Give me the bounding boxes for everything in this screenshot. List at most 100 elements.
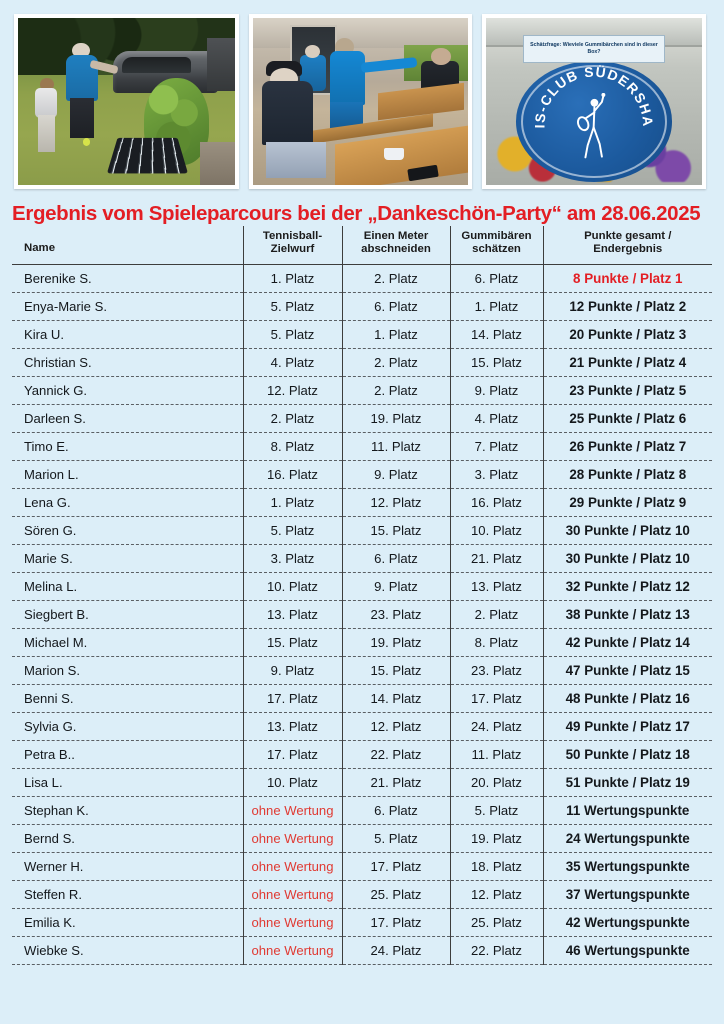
cell-gummibaeren-schaetzen: 6. Platz [449,264,543,294]
cell-gummibaeren-schaetzen: 25. Platz [449,908,543,938]
cell-gummibaeren-schaetzen: 20. Platz [449,768,543,798]
column-header-tennisball-zielwurf: Tennisball- Zielwurf [242,225,342,266]
cell-name: Christian S. [12,348,243,378]
cell-gummibaeren-schaetzen: 19. Platz [449,824,543,854]
cell-einen-meter-abschneiden: 9. Platz [341,572,450,602]
cell-name: Timo E. [12,432,243,462]
column-header-gummi-line1: Gummibären [461,229,532,242]
cell-tennisball-zielwurf: ohne Wertung [242,908,342,938]
cell-name: Lena G. [12,488,243,518]
column-header-total-line1: Punkte gesamt / [584,229,672,242]
cell-name: Darleen S. [12,404,243,434]
logo-text-ring: TENNIS-CLUB SÜDERSHAUSEN [516,61,672,181]
table-row: Kira U. 5. Platz 1. Platz 14. Platz 20 Punkt… [12,320,712,350]
cell-punkte-gesamt: 42 Punkte / Platz 14 [542,628,712,658]
cell-punkte-gesamt: 26 Punkte / Platz 7 [542,432,712,462]
cell-einen-meter-abschneiden: 15. Platz [341,656,450,686]
cell-gummibaeren-schaetzen: 16. Platz [449,488,543,518]
paving-path-shape [200,141,235,185]
estimation-question-sign: Schätzfrage: Wieviele Gummibärchen sind … [522,34,666,64]
table-row: Lena G. 1. Platz 12. Platz 16. Platz 29 Punk… [12,488,712,518]
photo-gummibaeren-box: TENNIS-CLUB SÜDERSHAUSEN [486,18,702,185]
man-legs-shape [70,98,94,139]
tennis-player-silhouette-icon [575,92,612,160]
column-header-gummi-line2: schätzen [472,243,521,256]
cell-punkte-gesamt: 35 Wertungspunkte [542,852,712,882]
cell-punkte-gesamt: 48 Punkte / Platz 16 [542,684,712,714]
cell-punkte-gesamt: 46 Wertungspunkte [542,936,712,966]
cell-tennisball-zielwurf: 8. Platz [242,432,342,462]
column-header-meter-line2: abschneiden [361,243,431,256]
column-header-name: Name [12,225,243,266]
cell-tennisball-zielwurf: 16. Platz [242,460,342,490]
cell-einen-meter-abschneiden: 2. Platz [341,348,450,378]
cell-einen-meter-abschneiden: 14. Platz [341,684,450,714]
cell-punkte-gesamt: 21 Punkte / Platz 4 [542,348,712,378]
logo-ring-shape [520,65,668,179]
cell-gummibaeren-schaetzen: 7. Platz [449,432,543,462]
cell-gummibaeren-schaetzen: 2. Platz [449,600,543,630]
cell-einen-meter-abschneiden: 19. Platz [341,628,450,658]
cell-tennisball-zielwurf: 4. Platz [242,348,342,378]
cell-einen-meter-abschneiden: 11. Platz [341,432,450,462]
club-logo: TENNIS-CLUB SÜDERSHAUSEN [516,61,672,182]
column-header-meter-line1: Einen Meter [363,229,429,242]
cell-tennisball-zielwurf: ohne Wertung [242,936,342,966]
cell-gummibaeren-schaetzen: 13. Platz [449,572,543,602]
cell-tennisball-zielwurf: 5. Platz [242,292,342,322]
photo-card-garden [14,14,239,189]
photo-card-gummy-box: TENNIS-CLUB SÜDERSHAUSEN [482,14,706,189]
cell-gummibaeren-schaetzen: 1. Platz [449,292,543,322]
cell-name: Marion L. [12,460,243,490]
cell-punkte-gesamt: 30 Punkte / Platz 10 [542,544,712,574]
cell-name: Petra B.. [12,740,243,770]
right-person-head-shape [431,48,451,65]
table-row: Christian S. 4. Platz 2. Platz 15. Platz 21 … [12,348,712,378]
table-row: Werner H. ohne Wertung 17. Platz 18. Platz 3… [12,852,712,882]
table-row: Siegbert B. 13. Platz 23. Platz 2. Platz 38 … [12,600,712,630]
cell-tennisball-zielwurf: ohne Wertung [242,824,342,854]
cell-tennisball-zielwurf: ohne Wertung [242,796,342,826]
table-row: Sylvia G. 13. Platz 12. Platz 24. Platz 49 P… [12,712,712,742]
cell-tennisball-zielwurf: 2. Platz [242,404,342,434]
cell-punkte-gesamt: 49 Punkte / Platz 17 [542,712,712,742]
column-header-punkte-gesamt: Punkte gesamt / Endergebnis [542,225,712,266]
cell-gummibaeren-schaetzen: 24. Platz [449,712,543,742]
cell-name: Melina L. [12,572,243,602]
cell-einen-meter-abschneiden: 2. Platz [341,264,450,294]
table-row: Melina L. 10. Platz 9. Platz 13. Platz 32 Pu… [12,572,712,602]
cell-einen-meter-abschneiden: 21. Platz [341,768,450,798]
table-row: Darleen S. 2. Platz 19. Platz 4. Platz 25 Pu… [12,404,712,434]
cell-gummibaeren-schaetzen: 15. Platz [449,348,543,378]
child-body-shape [35,88,58,119]
cell-punkte-gesamt: 50 Punkte / Platz 18 [542,740,712,770]
cup-shape [384,148,404,160]
cell-gummibaeren-schaetzen: 22. Platz [449,936,543,966]
cell-gummibaeren-schaetzen: 11. Platz [449,740,543,770]
cell-name: Werner H. [12,852,243,882]
cell-einen-meter-abschneiden: 23. Platz [341,600,450,630]
cell-gummibaeren-schaetzen: 18. Platz [449,852,543,882]
cell-einen-meter-abschneiden: 22. Platz [341,740,450,770]
table-row: Sören G. 5. Platz 15. Platz 10. Platz 30 Pun… [12,516,712,546]
cell-name: Marion S. [12,656,243,686]
cell-punkte-gesamt: 8 Punkte / Platz 1 [542,264,712,294]
column-header-tennisball-line2: Zielwurf [270,243,315,256]
table-row: Petra B.. 17. Platz 22. Platz 11. Platz 50 P… [12,740,712,770]
table-row: Marion L. 16. Platz 9. Platz 3. Platz 28 Pun… [12,460,712,490]
cell-gummibaeren-schaetzen: 10. Platz [449,516,543,546]
results-table-wrapper: Name Tennisball- Zielwurf Einen Meter ab… [0,225,724,966]
cell-einen-meter-abschneiden: 6. Platz [341,544,450,574]
cell-name: Stephan K. [12,796,243,826]
column-header-gummibaeren-schaetzen: Gummibären schätzen [449,225,543,266]
cell-punkte-gesamt: 23 Punkte / Platz 5 [542,376,712,406]
photo-garden-ball-throw [18,18,235,185]
table-header-row: Name Tennisball- Zielwurf Einen Meter ab… [12,225,712,266]
cell-punkte-gesamt: 37 Wertungspunkte [542,880,712,910]
cell-name: Sylvia G. [12,712,243,742]
table-row: Stephan K. ohne Wertung 6. Platz 5. Platz 11… [12,796,712,826]
cell-name: Siegbert B. [12,600,243,630]
cell-name: Marie S. [12,544,243,574]
cell-einen-meter-abschneiden: 12. Platz [341,712,450,742]
cell-tennisball-zielwurf: 13. Platz [242,712,342,742]
